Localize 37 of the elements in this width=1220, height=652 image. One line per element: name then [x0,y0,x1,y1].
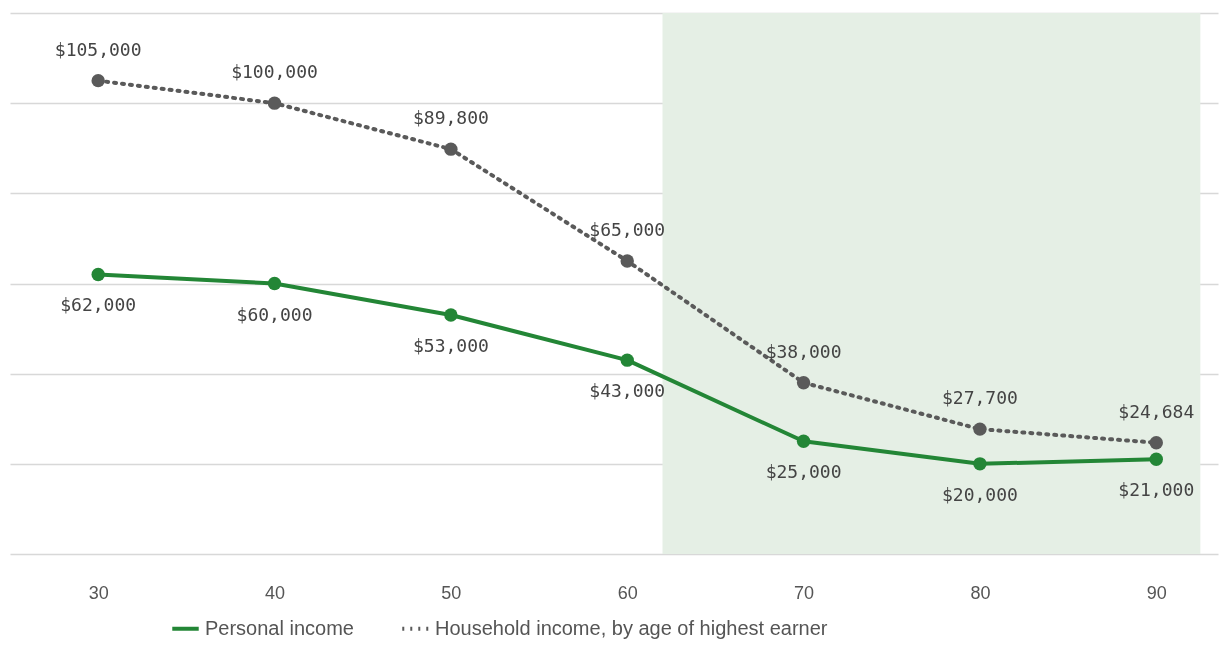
data-label: $53,000 [412,335,489,357]
point [796,375,811,390]
x-tick-label: 40 [265,582,286,603]
legend-label: Household income, by age of highest earner [435,616,828,639]
x-tick-label: 90 [1146,582,1167,603]
legend-label: Personal income [205,616,354,639]
point [91,73,105,88]
point [620,353,634,367]
data-label: $27,700 [942,387,1018,409]
data-label: $21,000 [1118,479,1195,501]
point [1149,452,1163,467]
point [973,457,987,471]
data-label: $38,000 [765,340,842,362]
x-tick-label: 60 [617,582,638,603]
point [973,422,987,436]
x-tick-label: 30 [88,582,109,603]
data-label: $65,000 [589,218,666,240]
point [796,434,811,448]
point [267,96,282,110]
point [91,267,105,282]
data-label: $105,000 [54,38,142,60]
data-label: $62,000 [60,294,137,316]
point [267,276,282,291]
x-tick-label: 50 [441,582,462,603]
data-label: $20,000 [942,483,1018,505]
data-label: $100,000 [231,61,318,83]
point [1149,436,1163,450]
data-label: $43,000 [589,380,666,402]
data-label: $60,000 [236,303,313,325]
data-label: $89,800 [412,107,489,129]
point [620,254,634,268]
x-tick-label: 80 [970,582,991,603]
point [444,308,458,322]
data-label: $25,000 [765,461,842,483]
data-label: $24,684 [1118,400,1195,422]
x-tick-label: 70 [794,582,815,603]
point [444,142,458,156]
